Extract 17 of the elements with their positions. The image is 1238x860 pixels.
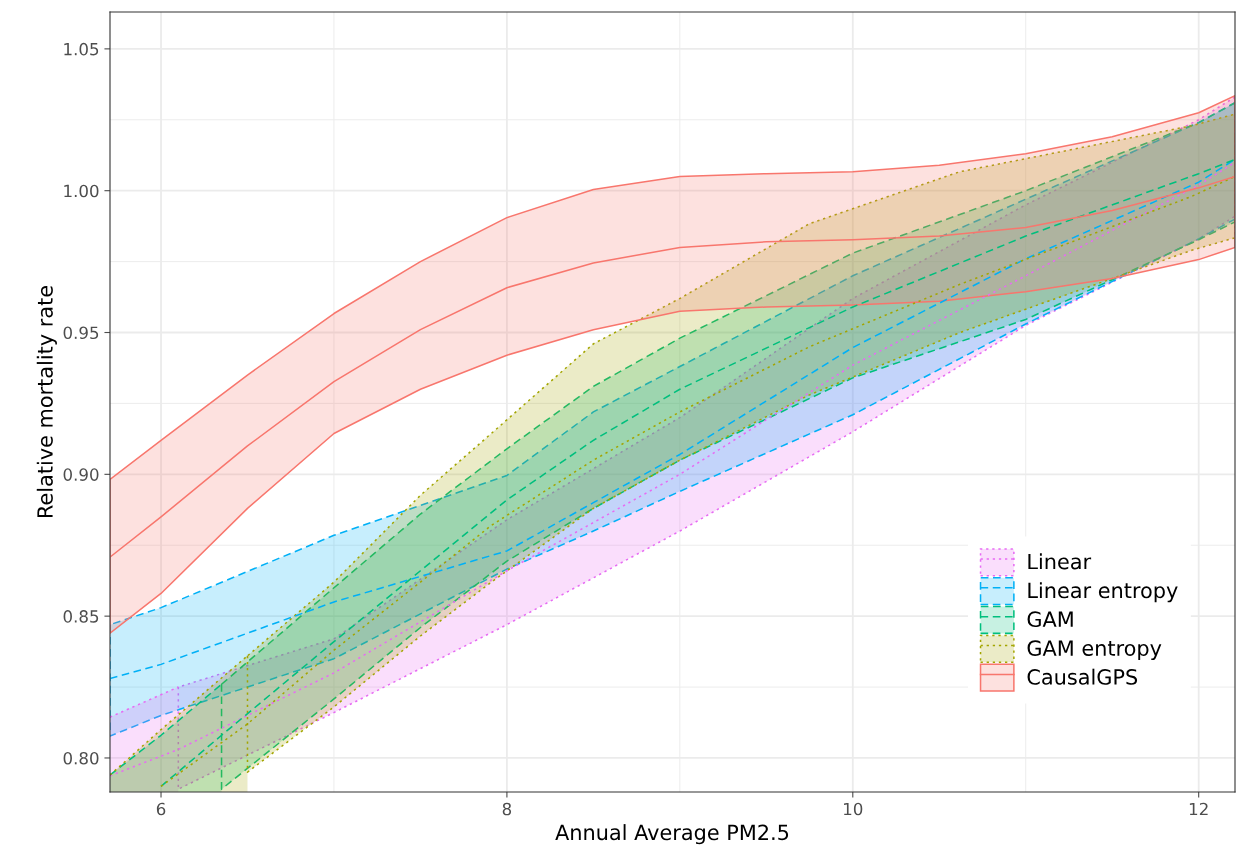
y-tick-label: 1.05 — [64, 42, 99, 56]
x-tick-label: 10 — [844, 802, 863, 816]
y-axis-title: Relative mortality rate — [36, 286, 57, 518]
y-tick-label: 1.00 — [64, 184, 99, 198]
x-tick-label: 8 — [502, 802, 512, 816]
x-tick-label: 6 — [156, 802, 166, 816]
legend-label: GAM entropy — [1027, 640, 1162, 660]
y-tick-label: 0.90 — [63, 468, 99, 481]
y-tick-label: 0.85 — [63, 610, 99, 623]
x-axis-title: Annual Average PM2.5 — [555, 824, 789, 845]
y-tick-label: 0.80 — [63, 751, 99, 765]
legend-label: Linear — [1028, 553, 1092, 570]
x-tick-label: 12 — [1189, 802, 1208, 816]
y-tick-label: 0.95 — [63, 326, 99, 340]
legend-label: Linear entropy — [1028, 582, 1178, 603]
legend-label: CausalGPS — [1027, 668, 1138, 685]
legend-label: GAM — [1027, 611, 1073, 628]
